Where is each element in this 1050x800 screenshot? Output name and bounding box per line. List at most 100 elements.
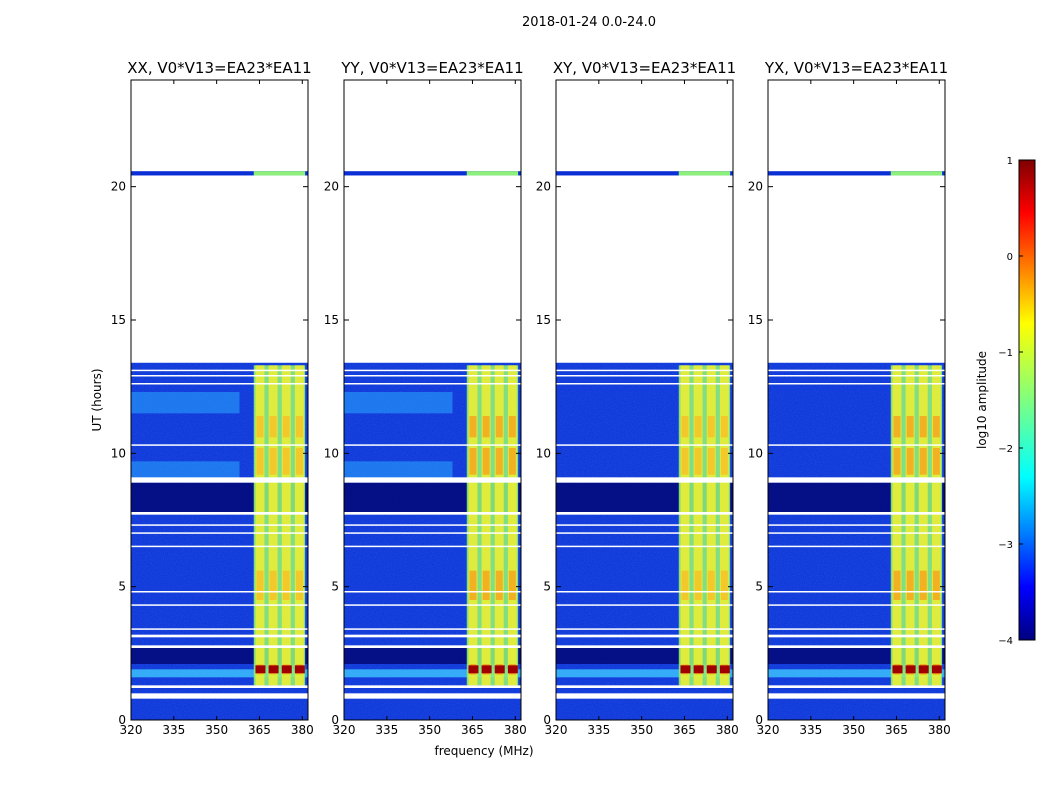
data-gap-1 (768, 685, 945, 688)
data-gap-7 (131, 80, 308, 171)
data-gap-7 (344, 80, 521, 171)
data-gap-7 (768, 80, 945, 171)
rfi-hot-1-3 (482, 570, 490, 600)
data-gap-2 (344, 645, 521, 648)
data-gap-2 (131, 645, 308, 648)
x-tick-label: 350 (630, 723, 653, 737)
x-tick-label: 350 (418, 723, 441, 737)
gap-line-7 (556, 383, 733, 385)
colorbar-tick-label: 1 (1007, 156, 1013, 167)
colorbar: 1 0 −1 −2 −3 −4 log10 amplitude (975, 156, 1036, 647)
data-gap-3 (556, 634, 733, 638)
axes-frame (555, 79, 734, 721)
axes-frame (767, 79, 946, 721)
data-gap-4 (556, 512, 733, 515)
x-axis-label: frequency (MHz) (434, 744, 533, 758)
isolated-row (131, 171, 308, 176)
colorbar-gradient (1018, 159, 1036, 641)
data-gap-6 (556, 176, 733, 363)
data-gap-3 (131, 634, 308, 638)
spectrogram-image (768, 80, 945, 720)
gap-line-2 (556, 591, 733, 593)
data-gap-5 (131, 477, 308, 483)
gap-line-4 (131, 532, 308, 534)
colorbar-tick-label: −1 (998, 348, 1013, 359)
data-gap-3 (768, 634, 945, 638)
rfi-strong-3-0 (931, 665, 942, 674)
rfi-hot-1-1 (906, 448, 914, 475)
gap-line-6 (556, 444, 733, 446)
rfi-hot-1-2 (906, 416, 914, 438)
spectrogram-image (556, 80, 733, 720)
figure-suptitle: 2018-01-24 0.0-24.0 (522, 15, 656, 30)
rfi-hot-1-1 (694, 448, 702, 475)
rfi-hot-3-2 (295, 416, 303, 438)
colorbar-ticks: 1 0 −1 −2 −3 −4 (998, 156, 1023, 647)
spectrogram-panels: XX, V0*V13=EA23*EA11 320 335 350 365 380 0 5 10 1… (111, 59, 951, 737)
colorbar-tick-label: −4 (998, 636, 1013, 647)
cyan-row (344, 669, 521, 678)
colorbar-label: log10 amplitude (975, 351, 989, 449)
data-gap-6 (344, 176, 521, 363)
gap-line-0 (131, 628, 308, 630)
x-tick-label: 365 (673, 723, 696, 737)
isolated-row-rfi (253, 171, 306, 176)
rfi-hot-1-3 (269, 570, 277, 600)
bright-band-1 (131, 392, 240, 414)
spectrogram-image (131, 80, 308, 720)
rfi-strong-0-0 (680, 665, 691, 674)
gap-line-9 (344, 369, 521, 372)
y-tick-label: 10 (536, 446, 551, 460)
isolated-row (556, 171, 733, 176)
rfi-strong-0-0 (468, 665, 479, 674)
rfi-hot-0-3 (256, 570, 264, 600)
x-tick-label: 335 (162, 723, 185, 737)
gap-line-5 (556, 524, 733, 526)
gap-line-4 (344, 532, 521, 534)
y-tick-label: 5 (543, 580, 551, 594)
rfi-hot-1-1 (482, 448, 490, 475)
data-gap-1 (131, 685, 308, 688)
rfi-hot-3-1 (720, 448, 728, 475)
rfi-strong-3-0 (507, 665, 518, 674)
gap-line-4 (556, 532, 733, 534)
panel-yx: YX, V0*V13=EA23*EA11 320 335 350 365 380 0 5 10 1… (748, 59, 951, 737)
y-tick-label: 10 (748, 446, 763, 460)
rfi-hot-2-3 (919, 570, 927, 600)
gap-line-0 (556, 628, 733, 630)
axes-frame (130, 79, 309, 721)
data-gap-0 (344, 693, 521, 699)
y-tick-label: 0 (543, 713, 551, 727)
rfi-hot-2-1 (495, 448, 503, 475)
rfi-hot-2-2 (282, 416, 290, 438)
rfi-hot-2-2 (495, 416, 503, 438)
rfi-hot-0-2 (256, 416, 264, 438)
y-tick-label: 0 (331, 713, 339, 727)
gap-line-1 (344, 604, 521, 606)
gap-line-1 (556, 604, 733, 606)
data-gap-5 (556, 477, 733, 483)
gap-line-8 (556, 375, 733, 377)
panel-title: XX, V0*V13=EA23*EA11 (127, 59, 311, 77)
data-gap-5 (768, 477, 945, 483)
y-tick-label: 5 (118, 580, 126, 594)
gap-line-7 (344, 383, 521, 385)
data-gap-0 (131, 693, 308, 699)
rfi-hot-2-3 (495, 570, 503, 600)
rfi-hot-2-2 (919, 416, 927, 438)
panel-xx: XX, V0*V13=EA23*EA11 320 335 350 365 380 0 5 10 1… (111, 59, 314, 737)
x-tick-label: 350 (205, 723, 228, 737)
x-tick-label: 380 (291, 723, 314, 737)
rfi-hot-2-3 (707, 570, 715, 600)
bright-band-0 (131, 461, 240, 480)
y-tick-label: 15 (111, 313, 126, 327)
x-tick-label: 365 (248, 723, 271, 737)
rfi-strong-1-0 (693, 665, 704, 674)
rfi-hot-2-2 (707, 416, 715, 438)
rfi-strong-2-0 (281, 665, 292, 674)
rfi-strong-1-0 (481, 665, 492, 674)
y-tick-label: 15 (536, 313, 551, 327)
cyan-row (768, 669, 945, 678)
y-tick-label: 0 (755, 713, 763, 727)
x-tick-label: 320 (757, 723, 780, 737)
